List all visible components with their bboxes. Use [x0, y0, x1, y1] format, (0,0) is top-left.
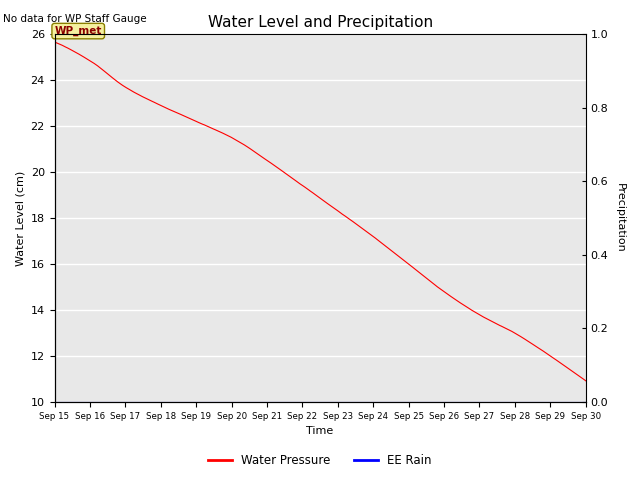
Title: Water Level and Precipitation: Water Level and Precipitation — [207, 15, 433, 30]
Text: No data for WP Staff Gauge: No data for WP Staff Gauge — [3, 14, 147, 24]
Y-axis label: Precipitation: Precipitation — [615, 183, 625, 253]
Text: WP_met: WP_met — [54, 26, 102, 36]
X-axis label: Time: Time — [307, 426, 333, 436]
Legend: Water Pressure, EE Rain: Water Pressure, EE Rain — [204, 449, 436, 472]
Y-axis label: Water Level (cm): Water Level (cm) — [15, 170, 25, 265]
